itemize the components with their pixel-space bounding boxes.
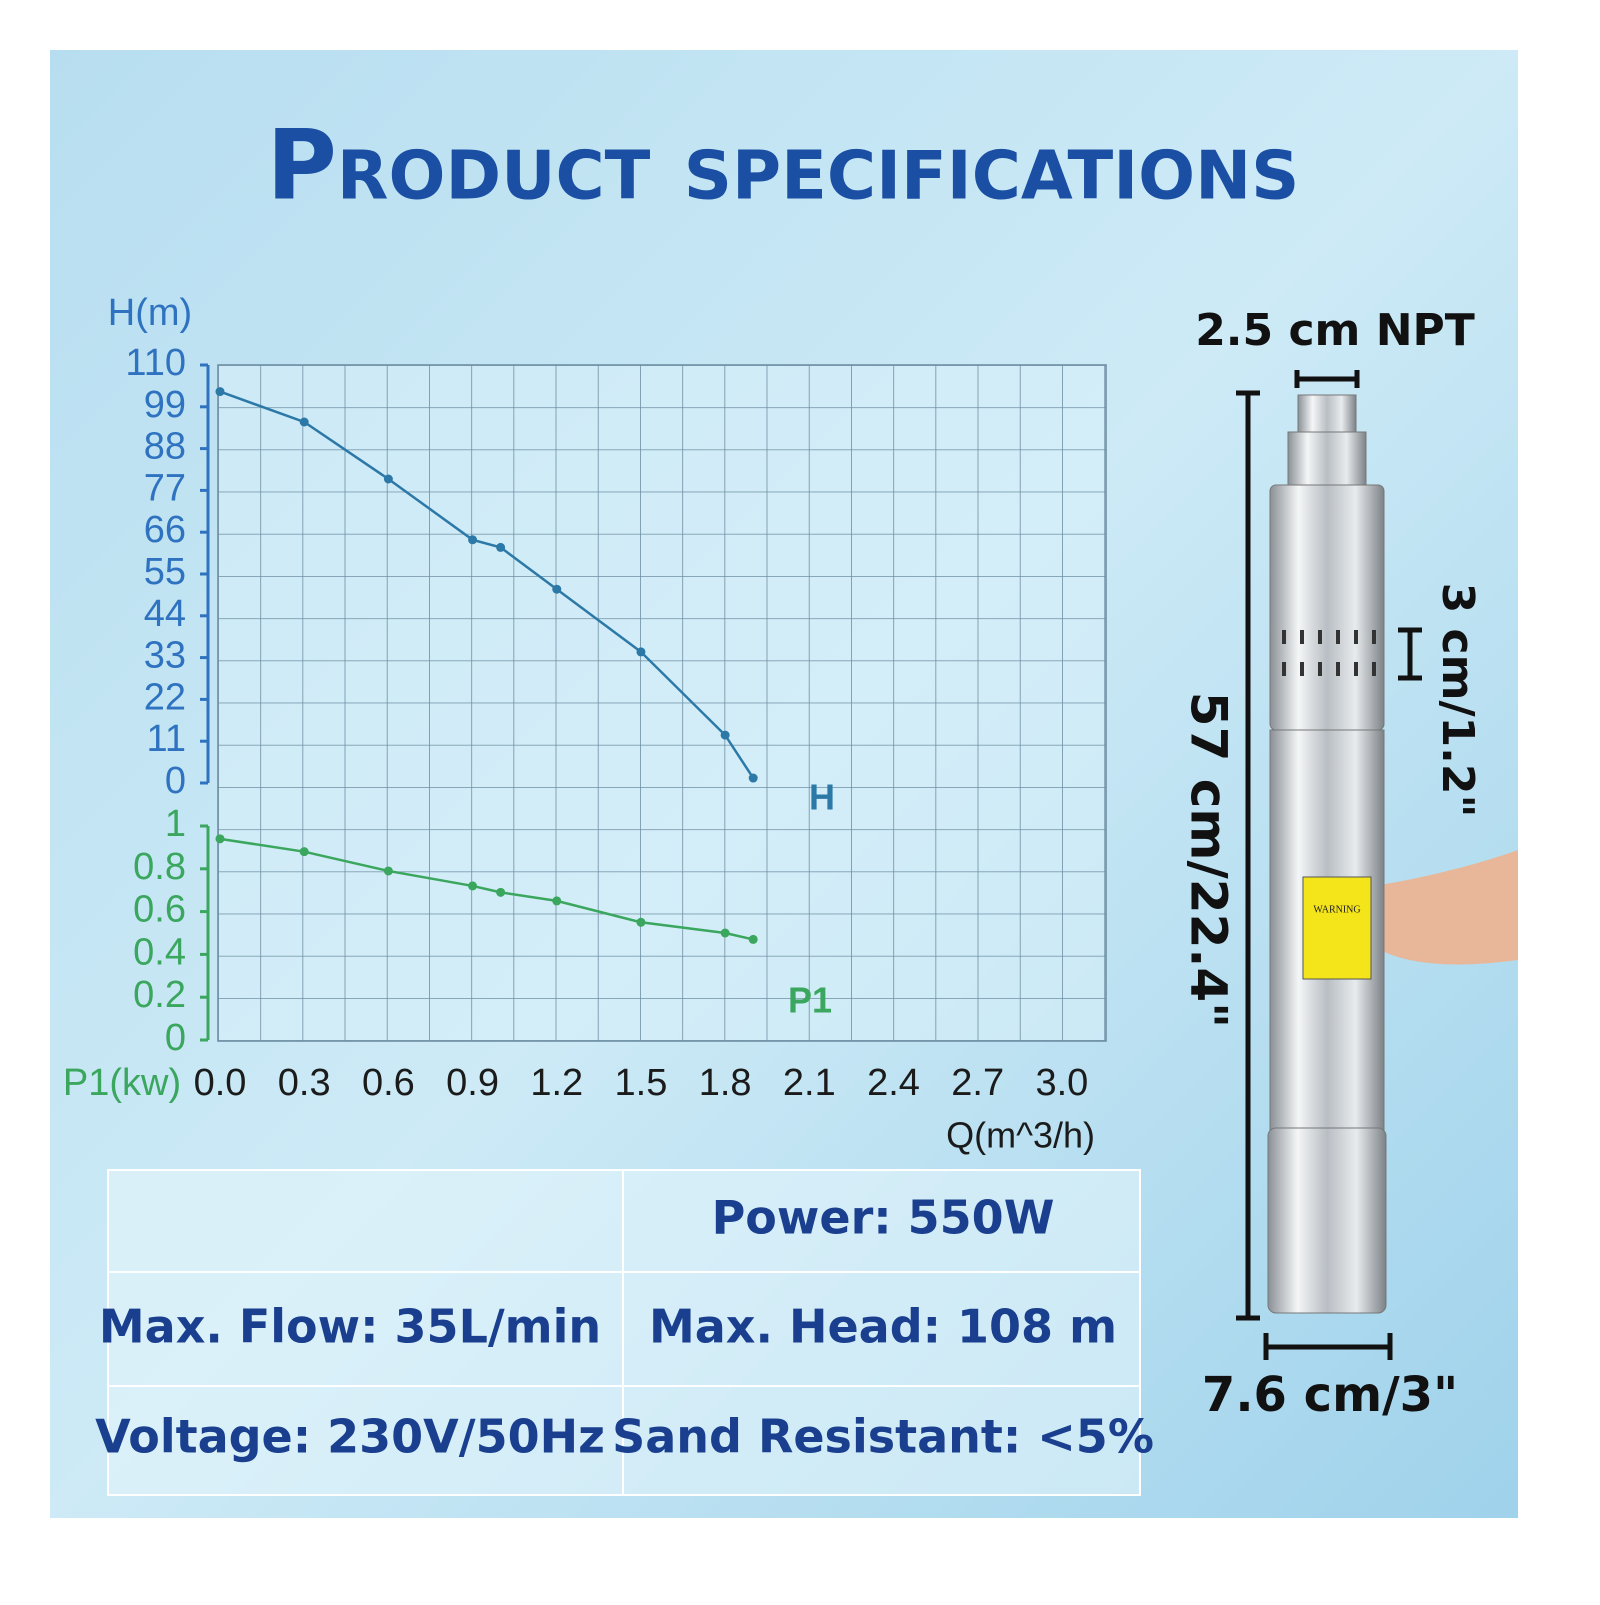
x-tick-label: 2.1 bbox=[783, 1062, 836, 1104]
data-point bbox=[383, 474, 393, 484]
y-tick-label: 0 bbox=[165, 1017, 186, 1059]
data-point bbox=[636, 647, 646, 657]
y-tick-label: 88 bbox=[144, 426, 186, 468]
y-tick-label: 0.6 bbox=[133, 889, 186, 931]
x-tick-label: 1.5 bbox=[615, 1062, 668, 1104]
y-tick-label: 1 bbox=[165, 803, 186, 845]
data-point bbox=[552, 896, 562, 906]
y-tick-label: 0.8 bbox=[133, 846, 186, 888]
data-point bbox=[720, 730, 730, 740]
y-tick-label: 66 bbox=[144, 509, 186, 551]
spec-item: Max. Flow: 35L/min bbox=[99, 1300, 601, 1354]
y-tick-label: 77 bbox=[144, 467, 186, 509]
series-label: P1 bbox=[788, 980, 832, 1021]
data-point bbox=[299, 847, 309, 857]
spec-item: Max. Head: 108 m bbox=[649, 1300, 1117, 1354]
data-point bbox=[720, 928, 730, 938]
y-tick-label: 33 bbox=[144, 635, 186, 677]
x-tick-label: 0.6 bbox=[362, 1062, 415, 1104]
series-label: H bbox=[809, 777, 835, 818]
y-tick-label: 44 bbox=[144, 593, 186, 635]
x-tick-label: 2.7 bbox=[951, 1062, 1004, 1104]
data-point bbox=[215, 834, 225, 844]
data-point bbox=[468, 881, 478, 891]
data-point bbox=[748, 934, 758, 944]
data-point bbox=[636, 917, 646, 927]
data-point bbox=[299, 417, 309, 427]
data-point bbox=[468, 535, 478, 545]
data-point bbox=[496, 542, 506, 552]
y-tick-label: 0.4 bbox=[133, 931, 186, 973]
y-tick-label: 99 bbox=[144, 384, 186, 426]
x-tick-label: 0.9 bbox=[446, 1062, 499, 1104]
dimension-lines bbox=[1236, 370, 1422, 1360]
page-title: Product specifications bbox=[267, 109, 1300, 221]
dimension-label: 57 cm/22.4" bbox=[1180, 692, 1238, 1028]
dimension-label: 2.5 cm NPT bbox=[1195, 305, 1475, 356]
y-axis-label: H(m) bbox=[108, 292, 192, 334]
data-point bbox=[496, 887, 506, 897]
x-tick-label: 2.4 bbox=[867, 1062, 920, 1104]
y-tick-label: 0.2 bbox=[133, 974, 186, 1016]
x-tick-label: 3.0 bbox=[1035, 1062, 1088, 1104]
data-point bbox=[215, 387, 225, 397]
pump-label: WARNING bbox=[1313, 904, 1360, 915]
dimension-label: 7.6 cm/3" bbox=[1202, 1367, 1458, 1423]
spec-item: Voltage: 230V/50Hz bbox=[95, 1410, 605, 1464]
x-axis-label: Q(m^3/h) bbox=[946, 1115, 1095, 1156]
grid bbox=[217, 364, 1107, 1042]
y-tick-label: 55 bbox=[144, 551, 186, 593]
x-tick-label: 1.2 bbox=[530, 1062, 583, 1104]
spec-item: Power: 550W bbox=[712, 1191, 1055, 1245]
y-axis-label: P1(kw) bbox=[63, 1062, 181, 1104]
x-tick-label: 0.0 bbox=[194, 1062, 247, 1104]
spec-item: Sand Resistant: <5% bbox=[612, 1410, 1154, 1464]
spec-table bbox=[107, 1169, 1141, 1496]
data-point bbox=[748, 773, 758, 783]
data-point bbox=[383, 866, 393, 876]
dimension-label: 3 cm/1.2" bbox=[1432, 583, 1483, 818]
x-tick-label: 1.8 bbox=[699, 1062, 752, 1104]
y-tick-label: 11 bbox=[147, 718, 186, 760]
pump-image: WARNING bbox=[1267, 394, 1518, 1314]
y-tick-label: 0 bbox=[165, 760, 186, 802]
y-tick-label: 22 bbox=[144, 676, 186, 718]
x-tick-label: 0.3 bbox=[278, 1062, 331, 1104]
data-point bbox=[552, 584, 562, 594]
y-tick-label: 110 bbox=[125, 342, 186, 384]
